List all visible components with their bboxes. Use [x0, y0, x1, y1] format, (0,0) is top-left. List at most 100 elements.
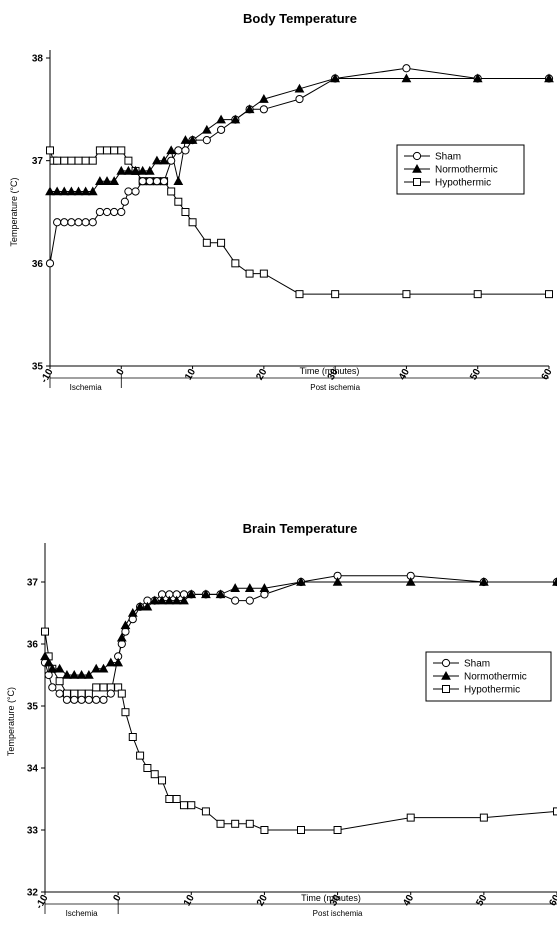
y-tick-label: 33 [27, 826, 39, 837]
data-point-normothermic [62, 669, 72, 679]
data-point-normothermic [84, 669, 94, 679]
data-point-normothermic [105, 657, 116, 667]
data-point-sham [152, 177, 162, 186]
x-tick-label: 20 [254, 367, 269, 383]
data-point-normothermic [478, 576, 489, 586]
phase-label-post-ischemia: Post ischemia [310, 383, 360, 392]
data-point-hypothermic [295, 290, 304, 299]
y-tick-label: 35 [32, 362, 44, 373]
data-point-sham [55, 689, 64, 698]
data-point-normothermic [69, 669, 80, 679]
data-point-normothermic [59, 186, 70, 196]
data-point-sham [60, 218, 69, 227]
data-point-hypothermic [245, 819, 254, 828]
data-point-sham [45, 259, 55, 268]
data-point-hypothermic [187, 801, 196, 810]
data-point-hypothermic [55, 677, 64, 686]
data-point-normothermic [258, 94, 269, 103]
data-point-sham [99, 695, 108, 704]
data-point-normothermic [116, 632, 127, 642]
data-point-hypothermic [53, 156, 62, 165]
data-point-normothermic [76, 669, 87, 679]
data-point-normothermic [173, 176, 184, 185]
data-point-sham [216, 125, 226, 134]
data-point-sham [259, 105, 268, 114]
data-point-normothermic [180, 135, 191, 144]
data-point-normothermic [201, 589, 211, 599]
data-point-normothermic [66, 186, 77, 196]
data-point-normothermic [330, 73, 341, 83]
data-point-normothermic [80, 186, 91, 196]
data-point-normothermic [332, 576, 343, 586]
data-point-sham [53, 218, 62, 227]
data-point-normothermic [294, 83, 305, 93]
y-tick-label: 37 [27, 578, 39, 589]
data-point-normothermic [52, 186, 63, 196]
y-tick-label: 35 [27, 702, 39, 713]
data-point-hypothermic [188, 218, 197, 227]
phase-label-ischemia: Ischemia [66, 909, 99, 918]
data-point-sham [88, 218, 97, 227]
data-point-sham [106, 689, 115, 698]
x-tick-label: 50 [468, 367, 483, 383]
y-tick-label: 32 [27, 888, 39, 899]
data-point-hypothermic [231, 819, 240, 828]
data-point-hypothermic [331, 290, 340, 299]
data-point-normothermic [187, 135, 198, 144]
data-point-hypothermic [201, 807, 210, 816]
data-point-sham [402, 64, 411, 73]
data-point-hypothermic [128, 733, 137, 741]
x-tick-label: 60 [548, 893, 557, 909]
data-point-hypothermic [136, 751, 145, 760]
data-point-hypothermic [545, 290, 553, 299]
data-point-normothermic [98, 663, 109, 673]
data-point-normothermic [296, 576, 306, 586]
data-point-hypothermic [150, 770, 159, 779]
data-point-hypothermic [406, 813, 415, 822]
data-point-sham [295, 94, 304, 104]
chart-title: Brain Temperature [243, 521, 358, 536]
data-point-normothermic [216, 114, 226, 124]
data-point-hypothermic [202, 238, 211, 247]
legend-marker-normothermic [441, 670, 451, 680]
data-point-hypothermic [333, 826, 342, 834]
data-point-hypothermic [92, 683, 101, 692]
data-point-sham [81, 218, 90, 227]
data-point-hypothermic [179, 801, 188, 810]
y-axis-label: Temperature (°C) [9, 177, 19, 246]
data-point-sham [231, 596, 240, 605]
y-axis-label: Temperature (°C) [6, 687, 16, 756]
data-point-sham [124, 187, 133, 196]
data-point-normothermic [116, 165, 127, 175]
data-point-normothermic [230, 114, 241, 124]
data-point-sham [84, 695, 93, 704]
data-point-normothermic [95, 176, 105, 185]
data-point-normothermic [130, 165, 141, 175]
data-point-normothermic [73, 186, 84, 196]
data-point-sham [77, 695, 86, 704]
x-tick-label: 10 [183, 367, 198, 383]
data-point-hypothermic [259, 269, 268, 278]
data-point-sham [110, 207, 119, 217]
data-point-hypothermic [260, 826, 269, 834]
x-tick-label: 20 [255, 893, 270, 909]
data-point-sham [67, 218, 76, 227]
data-point-normothermic [144, 165, 155, 175]
legend-label-normothermic: Normothermic [464, 672, 527, 683]
data-point-hypothermic [117, 146, 126, 155]
data-point-hypothermic [479, 813, 488, 822]
data-point-hypothermic [473, 290, 482, 299]
data-point-normothermic [137, 165, 148, 175]
data-point-normothermic [152, 155, 162, 165]
data-point-sham [131, 187, 140, 196]
x-tick-label: 0 [115, 367, 128, 378]
data-point-sham [167, 156, 176, 165]
data-point-hypothermic [95, 146, 104, 155]
data-point-hypothermic [117, 689, 126, 698]
data-point-sham [120, 197, 129, 206]
data-point-normothermic [179, 595, 189, 605]
data-point-hypothermic [217, 238, 226, 247]
legend: Sham Normothermic Hypothermic [396, 144, 525, 195]
x-tick-label: 40 [397, 367, 412, 383]
